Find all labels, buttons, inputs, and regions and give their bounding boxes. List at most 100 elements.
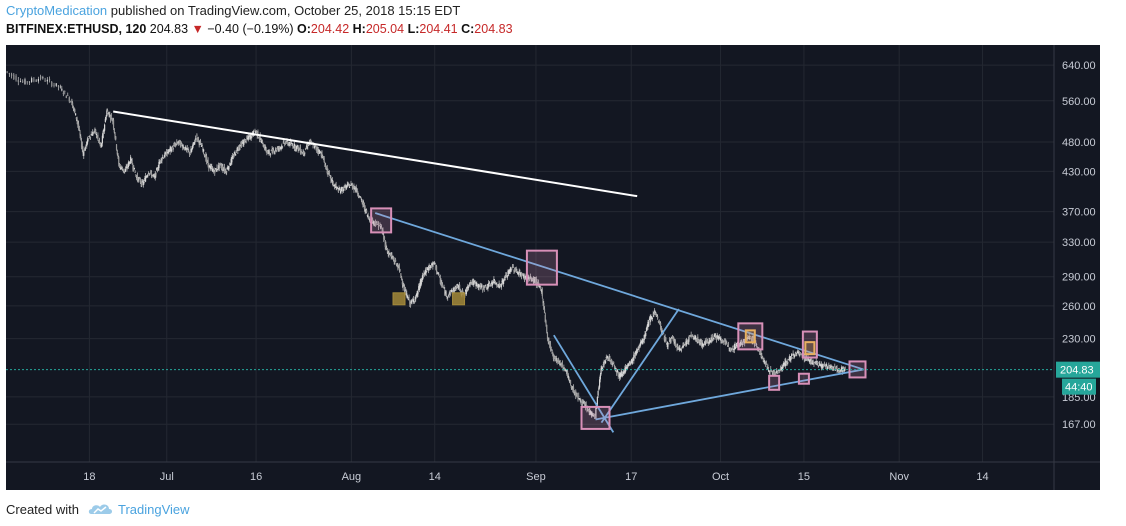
candle-body — [647, 321, 649, 327]
candle-body — [333, 185, 335, 187]
candle-body — [104, 124, 106, 131]
candle-body — [336, 186, 338, 188]
candle-body — [508, 269, 511, 274]
candle-body — [694, 336, 696, 337]
candle-body — [724, 341, 726, 345]
candle-body — [225, 170, 227, 174]
candle-body — [420, 279, 422, 287]
candle-body — [692, 337, 694, 339]
candle-body — [349, 184, 351, 186]
candle-body — [498, 283, 500, 288]
candle-body — [632, 357, 634, 359]
countdown-label: 44:40 — [1065, 382, 1093, 394]
candle-body — [211, 166, 213, 168]
candle-body — [172, 148, 174, 150]
candle-body — [618, 372, 620, 376]
candle-body — [561, 364, 563, 367]
close-value: 204.83 — [474, 22, 513, 36]
candle-body — [814, 362, 817, 364]
candle-body — [221, 166, 223, 169]
candle-body — [676, 343, 678, 349]
candle-body — [422, 276, 424, 278]
candle-body — [573, 392, 575, 394]
candle-body — [383, 234, 385, 239]
candle-body — [414, 298, 416, 300]
candle-body — [338, 188, 340, 190]
candle-body — [121, 166, 123, 168]
candle-body — [732, 346, 734, 348]
candle-body — [329, 175, 331, 177]
candle-body — [673, 338, 675, 343]
candle-body — [171, 146, 173, 148]
candle-body — [523, 274, 525, 278]
open-label: O: — [297, 22, 311, 36]
candle-body — [293, 143, 296, 148]
candle-body — [320, 154, 322, 156]
candle-body — [578, 398, 581, 400]
candle-body — [169, 147, 171, 152]
candle-body — [570, 385, 572, 389]
candle-body — [488, 283, 490, 287]
candle-body — [458, 285, 460, 287]
candle-body — [95, 133, 98, 136]
candle-body — [214, 171, 216, 174]
candle-body — [547, 338, 549, 343]
candle-body — [240, 143, 243, 147]
price-chart[interactable]: 640.00 560.00 480.00 430.00 370.00 330.00 290.… — [6, 45, 1100, 490]
candle-body — [759, 349, 761, 354]
candle-body — [267, 151, 269, 153]
candle-body — [638, 346, 640, 350]
candle-body — [691, 335, 693, 337]
candle-body — [451, 290, 453, 293]
candle-body — [217, 165, 220, 169]
candle-body — [668, 340, 671, 342]
candle-body — [695, 339, 697, 341]
candle-body — [517, 272, 520, 275]
candle-body — [98, 140, 100, 142]
candle-body — [215, 168, 217, 172]
marker-box-end — [848, 360, 867, 379]
candle-body — [609, 358, 611, 360]
candle-body — [104, 118, 106, 123]
candle-body — [487, 286, 489, 289]
candle-body — [594, 414, 596, 416]
candle-body — [258, 138, 261, 140]
candle-body — [827, 367, 829, 369]
x-tick-label: 16 — [250, 471, 262, 483]
candle-body — [509, 269, 511, 272]
candle-body — [175, 143, 177, 145]
candle-body — [445, 292, 447, 295]
author-link[interactable]: CryptoMedication — [6, 3, 108, 18]
candle-body — [143, 181, 145, 183]
tradingview-brand-link[interactable]: TradingView — [118, 502, 190, 517]
candle-body — [251, 134, 253, 137]
candle-body — [741, 343, 744, 345]
candle-body — [75, 117, 77, 120]
candle-body — [312, 146, 314, 148]
candle-body — [288, 143, 290, 146]
candle-body — [668, 342, 670, 345]
chart-canvas[interactable]: 640.00 560.00 480.00 430.00 370.00 330.00 290.… — [6, 45, 1100, 490]
candle-body — [42, 77, 44, 79]
candle-body — [767, 365, 769, 368]
candle-body — [374, 221, 377, 226]
candle-body — [186, 147, 188, 150]
candle-body — [502, 279, 504, 283]
high-label: H: — [352, 22, 366, 36]
candle-body — [40, 76, 42, 79]
candle-body — [74, 113, 77, 116]
candle-body — [648, 318, 651, 321]
candle-body — [560, 364, 562, 365]
candle-body — [729, 347, 731, 349]
candle-body — [395, 259, 397, 262]
candle-body — [284, 143, 286, 145]
candle-body — [624, 368, 626, 372]
candle-body — [277, 147, 279, 151]
candle-body — [199, 141, 201, 143]
candle-body — [162, 158, 165, 159]
candle-body — [93, 131, 95, 133]
candle-body — [159, 160, 162, 162]
candle-body — [81, 143, 83, 150]
candle-body — [380, 227, 383, 229]
candle-body — [208, 163, 210, 169]
